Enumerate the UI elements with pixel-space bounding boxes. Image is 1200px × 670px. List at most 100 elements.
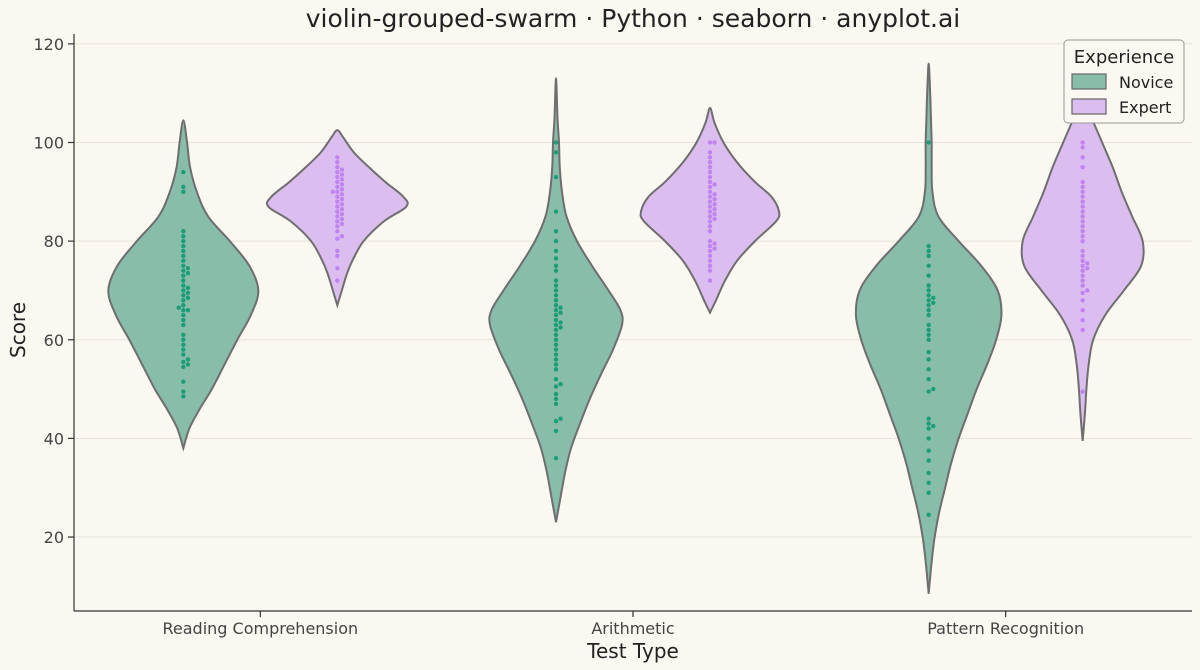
- point-expert-1-19: [712, 201, 717, 207]
- point-expert-2-12: [1080, 263, 1085, 268]
- point-novice-2-8: [931, 423, 936, 429]
- point-novice-0-25: [181, 283, 186, 288]
- point-expert-0-27: [339, 177, 345, 182]
- point-expert-1-21: [712, 197, 717, 202]
- point-novice-0-33: [181, 253, 186, 259]
- point-novice-2-22: [926, 307, 931, 313]
- point-novice-2-29: [926, 283, 931, 288]
- point-expert-1-4: [707, 253, 713, 259]
- point-expert-2-10: [1080, 268, 1085, 273]
- point-expert-0-34: [335, 155, 340, 160]
- point-novice-2-27: [926, 293, 931, 298]
- point-expert-0-26: [335, 179, 340, 185]
- point-novice-2-0: [926, 512, 931, 518]
- point-expert-2-4: [1080, 298, 1085, 303]
- point-novice-1-40: [553, 174, 559, 180]
- point-expert-2-14: [1080, 258, 1085, 264]
- legend-title: Experience: [1074, 47, 1174, 68]
- point-expert-1-27: [707, 179, 713, 185]
- point-novice-1-28: [553, 298, 559, 303]
- point-expert-0-19: [335, 194, 340, 199]
- point-novice-0-9: [181, 342, 186, 347]
- point-novice-1-36: [553, 248, 559, 254]
- y-tick-label-120: 120: [33, 35, 64, 54]
- point-novice-1-11: [553, 362, 559, 367]
- point-expert-1-5: [707, 248, 713, 254]
- point-novice-2-23: [926, 303, 931, 308]
- point-novice-1-23: [553, 312, 559, 318]
- point-novice-0-37: [181, 234, 186, 239]
- point-novice-0-39: [181, 189, 186, 195]
- chart-title: violin-grouped-swarm · Python · seaborn …: [306, 4, 961, 33]
- point-expert-2-29: [1080, 179, 1085, 185]
- point-expert-1-2: [707, 263, 713, 268]
- point-novice-0-28: [185, 270, 191, 276]
- point-expert-0-8: [339, 221, 345, 227]
- point-novice-0-7: [181, 352, 186, 357]
- point-novice-2-34: [926, 243, 931, 249]
- point-expert-1-25: [707, 184, 713, 190]
- point-expert-0-5: [339, 234, 345, 239]
- point-expert-2-27: [1080, 189, 1085, 195]
- point-expert-2-8: [1080, 278, 1085, 283]
- point-expert-2-13: [1085, 261, 1090, 266]
- point-novice-2-14: [926, 367, 931, 372]
- point-expert-1-1: [707, 268, 713, 273]
- legend-swatch-expert: [1071, 98, 1107, 115]
- point-expert-2-33: [1080, 140, 1085, 145]
- point-novice-1-41: [553, 150, 559, 155]
- point-novice-0-41: [181, 169, 186, 175]
- point-novice-0-10: [181, 337, 186, 342]
- point-expert-2-17: [1080, 238, 1085, 244]
- point-novice-0-1: [181, 389, 186, 394]
- point-novice-2-35: [926, 140, 931, 145]
- y-tick-label-80: 80: [44, 232, 64, 251]
- point-novice-1-10: [553, 367, 559, 372]
- point-expert-1-11: [707, 224, 713, 229]
- point-expert-0-10: [339, 216, 345, 222]
- legend: Experience Novice Expert: [1063, 39, 1185, 124]
- point-expert-2-31: [1080, 155, 1085, 160]
- point-novice-0-38: [181, 229, 186, 234]
- point-novice-0-2: [181, 379, 186, 384]
- point-expert-1-23: [712, 192, 717, 197]
- point-novice-2-20: [926, 322, 931, 328]
- point-novice-0-0: [181, 394, 186, 399]
- point-novice-1-19: [558, 325, 563, 330]
- legend-label-expert: Expert: [1119, 98, 1171, 117]
- point-expert-1-12: [707, 219, 713, 224]
- point-novice-1-22: [553, 317, 559, 323]
- point-expert-0-12: [339, 211, 345, 217]
- point-novice-1-26: [558, 305, 563, 310]
- point-novice-2-2: [926, 480, 931, 485]
- point-novice-0-5: [181, 359, 186, 365]
- point-expert-0-20: [339, 192, 345, 197]
- point-novice-1-2: [553, 418, 559, 424]
- point-novice-2-13: [926, 377, 931, 382]
- point-novice-2-6: [926, 436, 931, 441]
- point-expert-0-32: [335, 164, 340, 170]
- point-novice-0-24: [185, 285, 191, 291]
- point-novice-0-8: [181, 347, 186, 352]
- point-expert-2-20: [1080, 224, 1085, 229]
- point-novice-1-7: [553, 384, 559, 389]
- point-novice-0-4: [185, 362, 191, 367]
- x-tick-label-1: Arithmetic: [591, 619, 674, 638]
- point-expert-1-10: [707, 229, 713, 234]
- point-expert-1-35: [712, 140, 717, 145]
- x-ticks: Reading Comprehension Arithmetic Pattern R…: [163, 611, 1084, 638]
- point-expert-2-16: [1080, 248, 1085, 254]
- point-novice-1-38: [553, 229, 559, 234]
- point-novice-1-29: [553, 293, 559, 298]
- x-tick-label-2: Pattern Recognition: [927, 619, 1084, 638]
- point-novice-0-27: [181, 273, 186, 278]
- point-novice-0-32: [181, 258, 186, 264]
- point-expert-0-2: [335, 253, 340, 259]
- y-axis-title: Score: [6, 302, 30, 358]
- point-expert-0-25: [339, 182, 345, 187]
- point-novice-1-13: [553, 352, 559, 357]
- point-novice-1-39: [553, 209, 559, 214]
- point-expert-0-18: [339, 197, 345, 202]
- point-novice-2-25: [926, 298, 931, 303]
